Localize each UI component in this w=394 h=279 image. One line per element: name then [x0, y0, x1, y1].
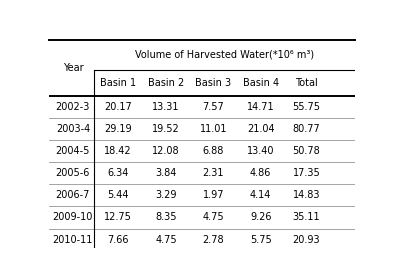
Text: 50.78: 50.78 — [293, 146, 320, 156]
Text: 29.19: 29.19 — [104, 124, 132, 134]
Text: 21.04: 21.04 — [247, 124, 275, 134]
Text: 13.31: 13.31 — [152, 102, 180, 112]
Text: 1.97: 1.97 — [203, 190, 224, 200]
Text: Basin 3: Basin 3 — [195, 78, 231, 88]
Text: 12.75: 12.75 — [104, 213, 132, 222]
Text: 35.11: 35.11 — [293, 213, 320, 222]
Text: 4.14: 4.14 — [250, 190, 271, 200]
Text: Basin 4: Basin 4 — [243, 78, 279, 88]
Text: 7.66: 7.66 — [107, 235, 129, 245]
Text: 5.75: 5.75 — [250, 235, 271, 245]
Text: Volume of Harvested Water(*10⁶ m³): Volume of Harvested Water(*10⁶ m³) — [134, 50, 314, 60]
Text: 6.88: 6.88 — [203, 146, 224, 156]
Text: 18.42: 18.42 — [104, 146, 132, 156]
Text: 2.31: 2.31 — [203, 168, 224, 178]
Text: 2006-7: 2006-7 — [56, 190, 90, 200]
Text: 14.71: 14.71 — [247, 102, 275, 112]
Text: 2003-4: 2003-4 — [56, 124, 90, 134]
Text: 3.84: 3.84 — [155, 168, 177, 178]
Text: Basin 1: Basin 1 — [100, 78, 136, 88]
Text: 55.75: 55.75 — [292, 102, 320, 112]
Text: 20.17: 20.17 — [104, 102, 132, 112]
Text: 80.77: 80.77 — [293, 124, 320, 134]
Text: 8.35: 8.35 — [155, 213, 177, 222]
Text: 3.29: 3.29 — [155, 190, 177, 200]
Text: 2010-11: 2010-11 — [53, 235, 93, 245]
Text: Basin 2: Basin 2 — [148, 78, 184, 88]
Text: Total: Total — [295, 78, 318, 88]
Text: 7.57: 7.57 — [203, 102, 224, 112]
Text: 2.78: 2.78 — [203, 235, 224, 245]
Text: 2005-6: 2005-6 — [56, 168, 90, 178]
Text: 19.52: 19.52 — [152, 124, 180, 134]
Text: 2004-5: 2004-5 — [56, 146, 90, 156]
Text: 6.34: 6.34 — [107, 168, 129, 178]
Text: 11.01: 11.01 — [200, 124, 227, 134]
Text: 2009-10: 2009-10 — [53, 213, 93, 222]
Text: Year: Year — [63, 63, 83, 73]
Text: 14.83: 14.83 — [293, 190, 320, 200]
Text: 2002-3: 2002-3 — [56, 102, 90, 112]
Text: 17.35: 17.35 — [293, 168, 320, 178]
Text: 5.44: 5.44 — [107, 190, 129, 200]
Text: 13.40: 13.40 — [247, 146, 275, 156]
Text: 20.93: 20.93 — [293, 235, 320, 245]
Text: 9.26: 9.26 — [250, 213, 271, 222]
Text: 4.75: 4.75 — [203, 213, 224, 222]
Text: 4.86: 4.86 — [250, 168, 271, 178]
Text: 12.08: 12.08 — [152, 146, 180, 156]
Text: 4.75: 4.75 — [155, 235, 177, 245]
